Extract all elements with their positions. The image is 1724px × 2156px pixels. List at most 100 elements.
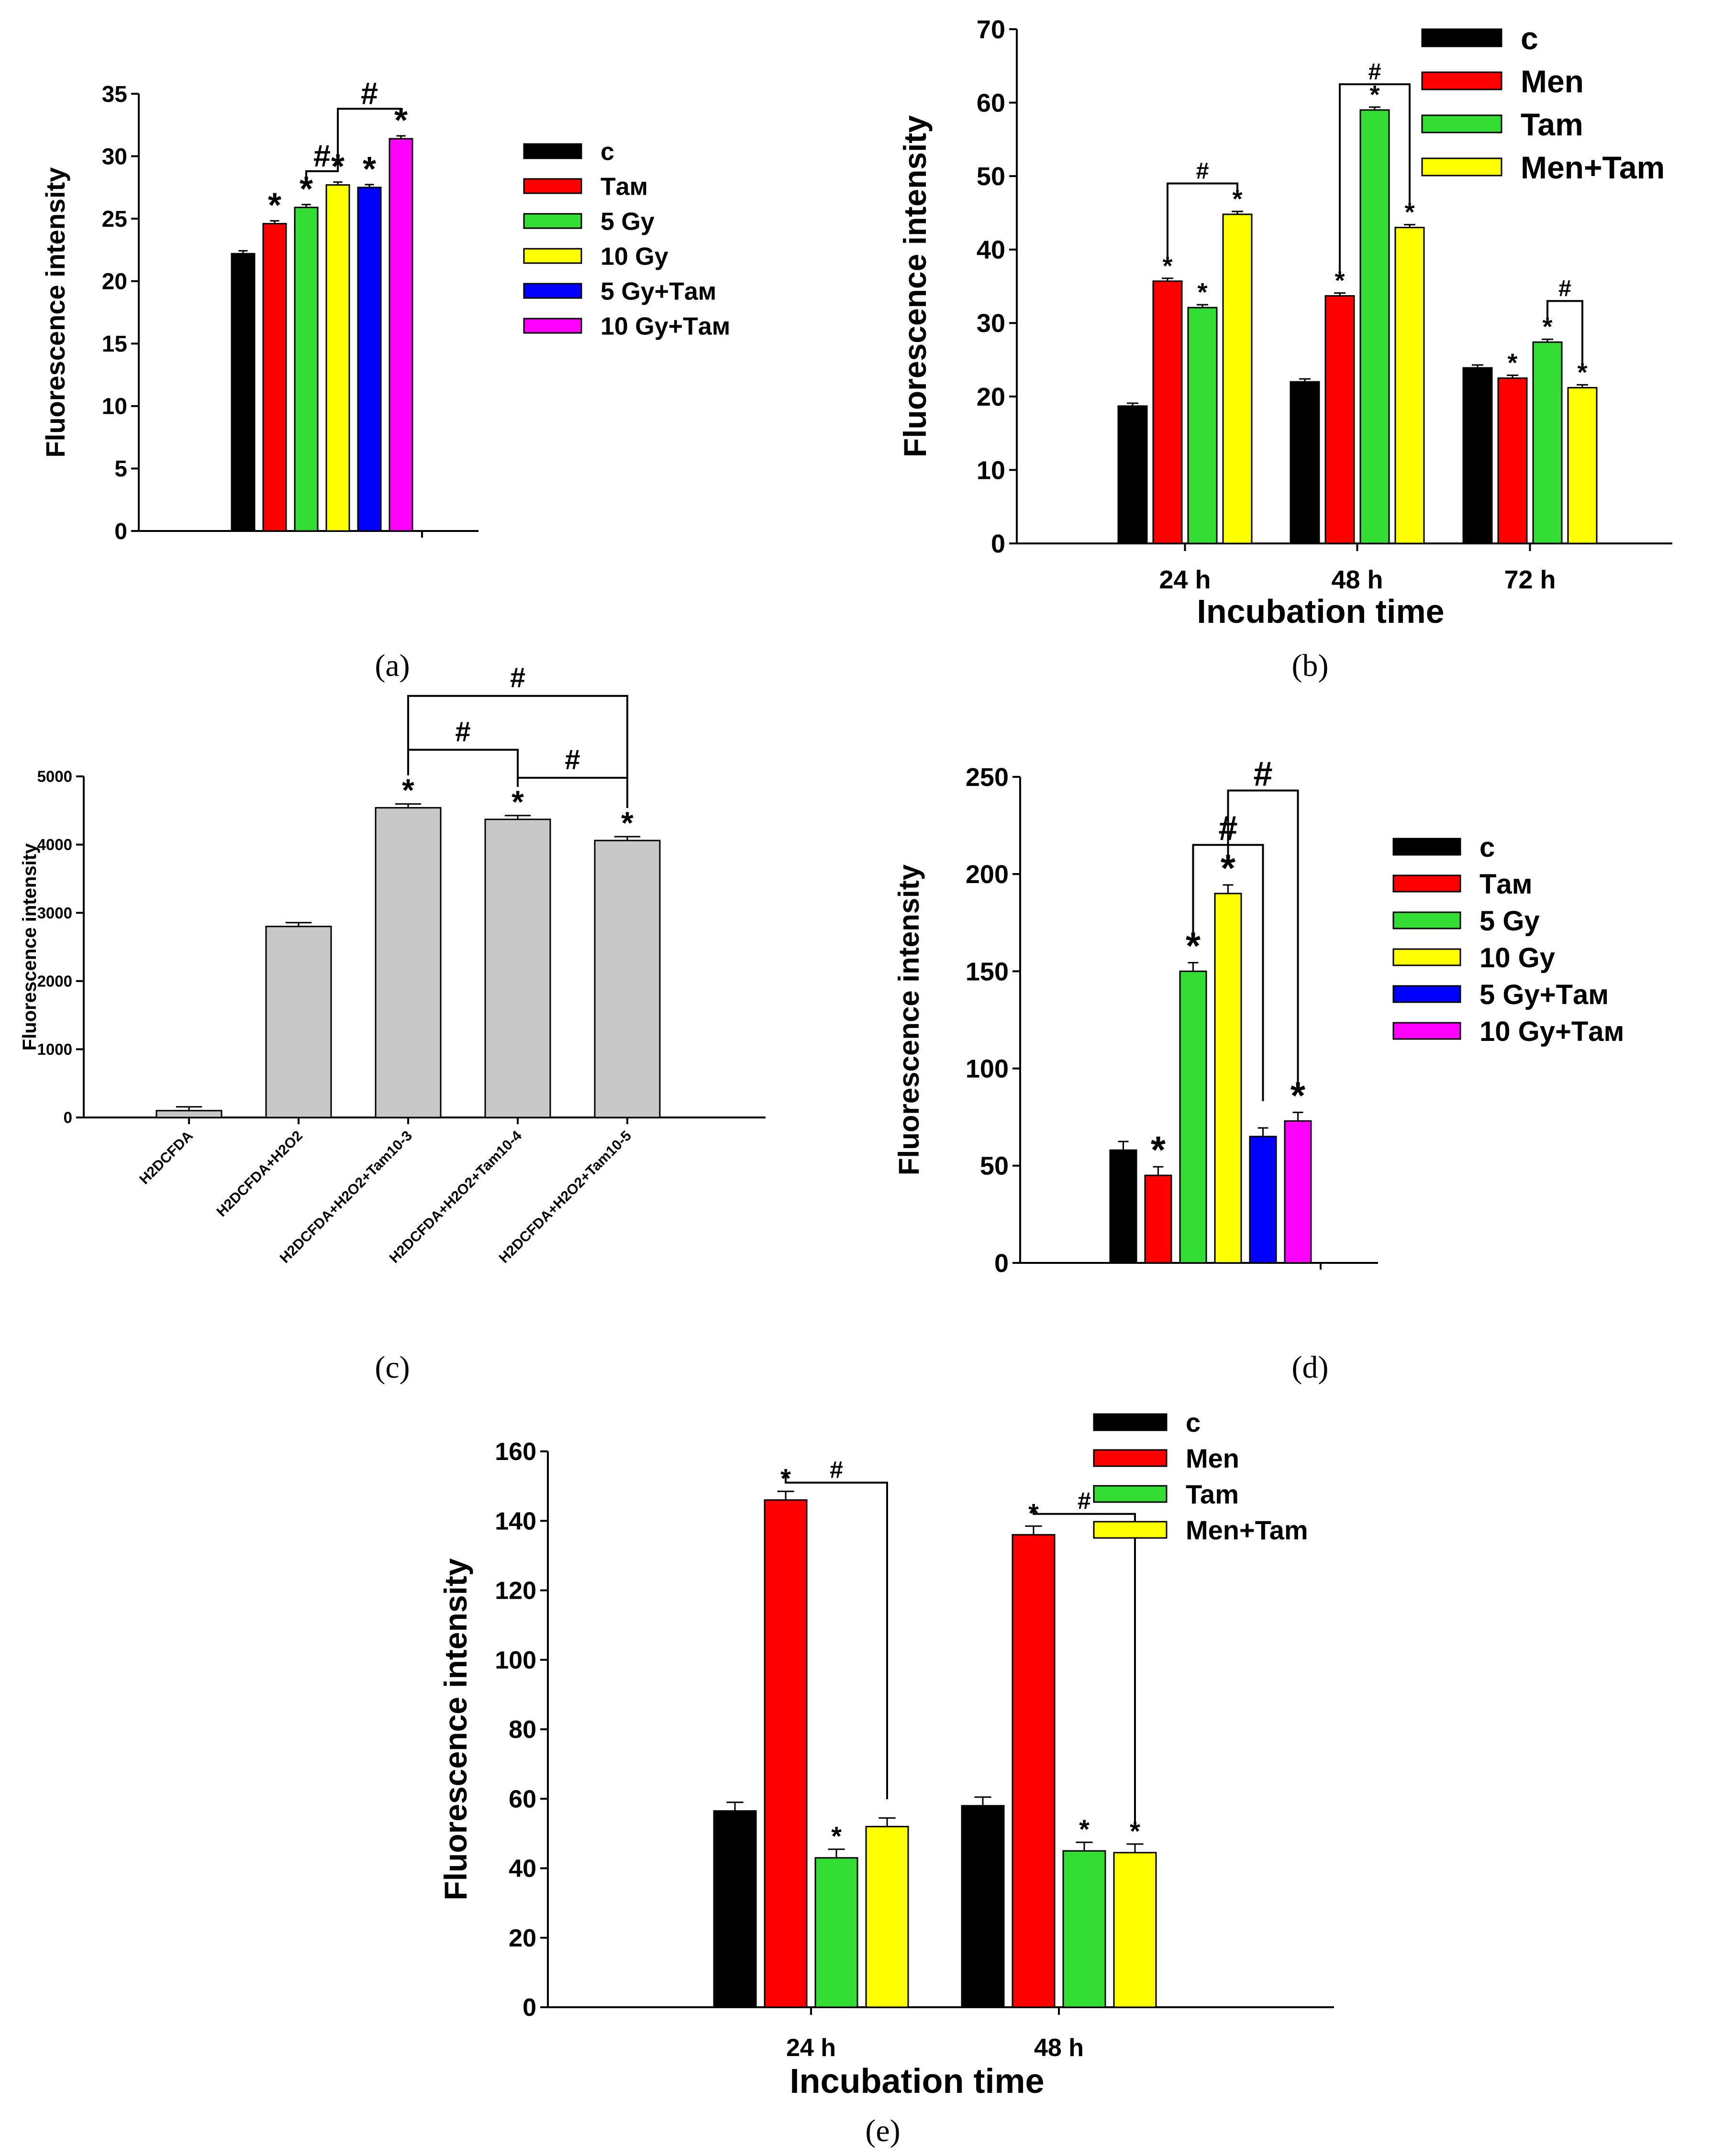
significance-star: *: [1542, 312, 1552, 341]
legend-swatch: [1093, 1485, 1168, 1503]
legend-label: 10 Gy: [601, 243, 668, 271]
panel-b: 0 10 20 30 40 50 60 70 Fluorescence intensity * * *…: [897, 15, 1672, 683]
significance-star: *: [363, 150, 376, 188]
y-tick-label: 200: [966, 860, 1009, 889]
y-tick-label: 20: [509, 1924, 536, 1952]
significance-star: *: [1404, 198, 1414, 227]
x-tick-label: H2DCFDA+H2O2: [213, 1128, 305, 1220]
y-tick-label: 250: [966, 763, 1009, 792]
significance-hash: #: [455, 716, 470, 747]
significance-star: *: [1507, 348, 1517, 377]
bar-c: [484, 818, 551, 1118]
legend-label: Men: [1521, 64, 1584, 99]
y-tick-label: 70: [977, 15, 1005, 44]
x-tick-label: 24 h: [786, 2034, 836, 2062]
x-axis-label: Incubation time: [790, 2062, 1044, 2101]
significance-star: *: [1335, 266, 1345, 295]
bar-b: [1117, 405, 1148, 544]
bar-d: [1144, 1174, 1172, 1264]
y-tick-label: 5000: [37, 768, 72, 785]
legend-label: Men: [1186, 1443, 1239, 1473]
y-tick-label: 10: [102, 394, 127, 420]
y-axis-label: Fluorescence intensity: [19, 843, 40, 1050]
y-axis-label: Fluorescence intensity: [40, 167, 70, 458]
bar-e: [1062, 1850, 1106, 2008]
legend-label: 10 Gy: [1479, 942, 1555, 973]
legend-swatch: [523, 178, 582, 194]
bar-e: [961, 1805, 1005, 2008]
legend-label: c: [1479, 832, 1495, 863]
significance-hash: #: [1196, 158, 1209, 184]
panel-caption: (c): [375, 1350, 410, 1385]
legend-swatch: [1392, 948, 1461, 966]
y-tick-label: 25: [102, 207, 127, 232]
significance-star: *: [1079, 1814, 1090, 1844]
panel-caption: (b): [1292, 648, 1329, 683]
legend-label: 5 Gy+Tам: [1479, 979, 1609, 1010]
bar-a: [231, 253, 256, 532]
significance-hash: #: [361, 76, 378, 111]
y-tick-label: 140: [495, 1507, 536, 1535]
y-tick-label: 150: [966, 957, 1009, 986]
bar-c: [375, 807, 442, 1118]
bar-a: [357, 187, 382, 532]
significance-star: *: [1577, 358, 1587, 387]
x-tick-label: 24 h: [1159, 565, 1211, 594]
bar-b: [1394, 227, 1425, 544]
significance-bracket: [1167, 182, 1238, 260]
significance-bracket: [1033, 1507, 1136, 1825]
y-tick-label: 40: [509, 1855, 536, 1883]
bar-b: [1462, 367, 1493, 544]
y-tick-label: 0: [523, 1994, 536, 2022]
legend-swatch: [1093, 1521, 1168, 1539]
significance-star: *: [1162, 252, 1172, 280]
y-tick-label: 100: [966, 1055, 1009, 1084]
bar-d: [1214, 893, 1242, 1264]
legend-swatch: [1421, 71, 1502, 90]
bar-b: [1187, 307, 1218, 544]
y-tick-label: 120: [495, 1577, 536, 1605]
y-tick-label: 100: [495, 1647, 536, 1674]
panel-caption: (a): [375, 648, 410, 683]
legend: c Tам 5 Gy 10 Gy 5 Gy+Tам 10 Gy+Tам: [523, 138, 730, 341]
legend-swatch: [523, 143, 582, 159]
bar-c: [156, 1110, 222, 1118]
y-tick-label: 20: [102, 269, 127, 295]
x-tick-label: 48 h: [1034, 2034, 1084, 2062]
legend-swatch: [1093, 1413, 1168, 1431]
significance-bracket: [785, 1472, 888, 1800]
legend-swatch: [1392, 911, 1461, 929]
significance-star: *: [1151, 1128, 1166, 1171]
x-tick-label: H2DCFDA: [136, 1128, 196, 1188]
bar-e: [1012, 1534, 1056, 2008]
y-tick-label: 3000: [37, 904, 72, 922]
bar-d: [1249, 1136, 1277, 1264]
y-tick-label: 50: [980, 1152, 1009, 1181]
x-axis-label: Incubation time: [1197, 593, 1444, 630]
y-tick-label: 30: [102, 144, 127, 169]
bar-b: [1497, 377, 1528, 544]
significance-bracket: [305, 158, 339, 181]
bar-b: [1290, 381, 1320, 544]
y-tick-label: 2000: [37, 972, 72, 990]
significance-star: *: [394, 101, 408, 140]
significance-bracket: [407, 749, 519, 787]
significance-bracket: [1546, 300, 1583, 367]
legend-swatch: [1093, 1449, 1168, 1467]
significance-star: *: [1369, 80, 1379, 109]
x-tick-label: H2DCFDA+H2O2+Tam10-3: [277, 1128, 415, 1266]
legend-label: 5 Gy+Tам: [601, 278, 716, 306]
bar-e: [713, 1810, 757, 2008]
bar-d: [1284, 1120, 1312, 1264]
y-tick-label: 40: [977, 236, 1005, 265]
y-tick-label: 0: [114, 519, 127, 544]
bar-e: [814, 1857, 858, 2008]
bar-b: [1152, 280, 1183, 544]
y-tick-label: 0: [994, 1249, 1009, 1278]
bar-d: [1109, 1149, 1137, 1264]
legend-label: c: [601, 138, 614, 166]
legend-swatch: [1392, 1022, 1461, 1040]
bar-b: [1532, 341, 1563, 544]
